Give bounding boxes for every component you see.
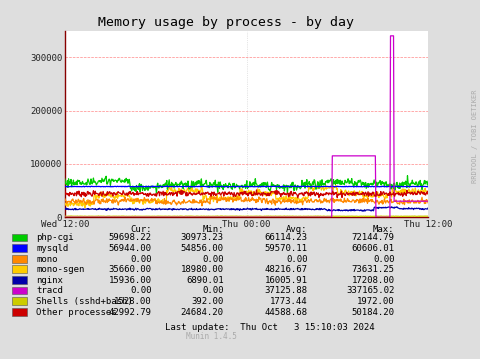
Text: 18980.00: 18980.00: [180, 265, 223, 274]
Text: 66114.23: 66114.23: [264, 233, 307, 242]
Text: tracd: tracd: [36, 286, 63, 295]
Text: php-cgi: php-cgi: [36, 233, 73, 242]
Text: 30973.23: 30973.23: [180, 233, 223, 242]
Text: RRDTOOL / TOBI OETIKER: RRDTOOL / TOBI OETIKER: [471, 90, 477, 183]
Text: 42992.79: 42992.79: [108, 308, 151, 317]
Text: 1528.00: 1528.00: [114, 297, 151, 306]
Text: 73631.25: 73631.25: [351, 265, 394, 274]
Text: 0.00: 0.00: [130, 286, 151, 295]
Text: 37125.88: 37125.88: [264, 286, 307, 295]
Text: mono: mono: [36, 255, 58, 264]
Text: Max:: Max:: [372, 225, 394, 234]
Text: 392.00: 392.00: [191, 297, 223, 306]
Text: 50184.20: 50184.20: [351, 308, 394, 317]
Text: 0.00: 0.00: [202, 255, 223, 264]
Text: Shells (sshd+bash): Shells (sshd+bash): [36, 297, 132, 306]
Text: Min:: Min:: [202, 225, 223, 234]
Text: Cur:: Cur:: [130, 225, 151, 234]
Text: 56944.00: 56944.00: [108, 244, 151, 253]
Text: 16005.91: 16005.91: [264, 276, 307, 285]
Text: mysqld: mysqld: [36, 244, 68, 253]
Text: Last update:  Thu Oct   3 15:10:03 2024: Last update: Thu Oct 3 15:10:03 2024: [164, 323, 373, 332]
Text: 0.00: 0.00: [372, 255, 394, 264]
Text: 0.00: 0.00: [202, 286, 223, 295]
Text: 0.00: 0.00: [130, 255, 151, 264]
Text: 72144.79: 72144.79: [351, 233, 394, 242]
Text: 15936.00: 15936.00: [108, 276, 151, 285]
Text: 1773.44: 1773.44: [270, 297, 307, 306]
Text: 0.00: 0.00: [286, 255, 307, 264]
Text: 17208.00: 17208.00: [351, 276, 394, 285]
Text: 35660.00: 35660.00: [108, 265, 151, 274]
Text: 59570.11: 59570.11: [264, 244, 307, 253]
Text: mono-sgen: mono-sgen: [36, 265, 84, 274]
Text: Memory usage by process - by day: Memory usage by process - by day: [98, 16, 353, 29]
Text: 1972.00: 1972.00: [356, 297, 394, 306]
Text: 60606.01: 60606.01: [351, 244, 394, 253]
Text: 337165.02: 337165.02: [345, 286, 394, 295]
Text: nginx: nginx: [36, 276, 63, 285]
Text: 54856.00: 54856.00: [180, 244, 223, 253]
Text: 6890.01: 6890.01: [186, 276, 223, 285]
Text: 44588.68: 44588.68: [264, 308, 307, 317]
Text: Avg:: Avg:: [286, 225, 307, 234]
Text: 24684.20: 24684.20: [180, 308, 223, 317]
Text: 59698.22: 59698.22: [108, 233, 151, 242]
Text: Other processes: Other processes: [36, 308, 117, 317]
Text: Munin 1.4.5: Munin 1.4.5: [186, 332, 237, 341]
Text: 48216.67: 48216.67: [264, 265, 307, 274]
